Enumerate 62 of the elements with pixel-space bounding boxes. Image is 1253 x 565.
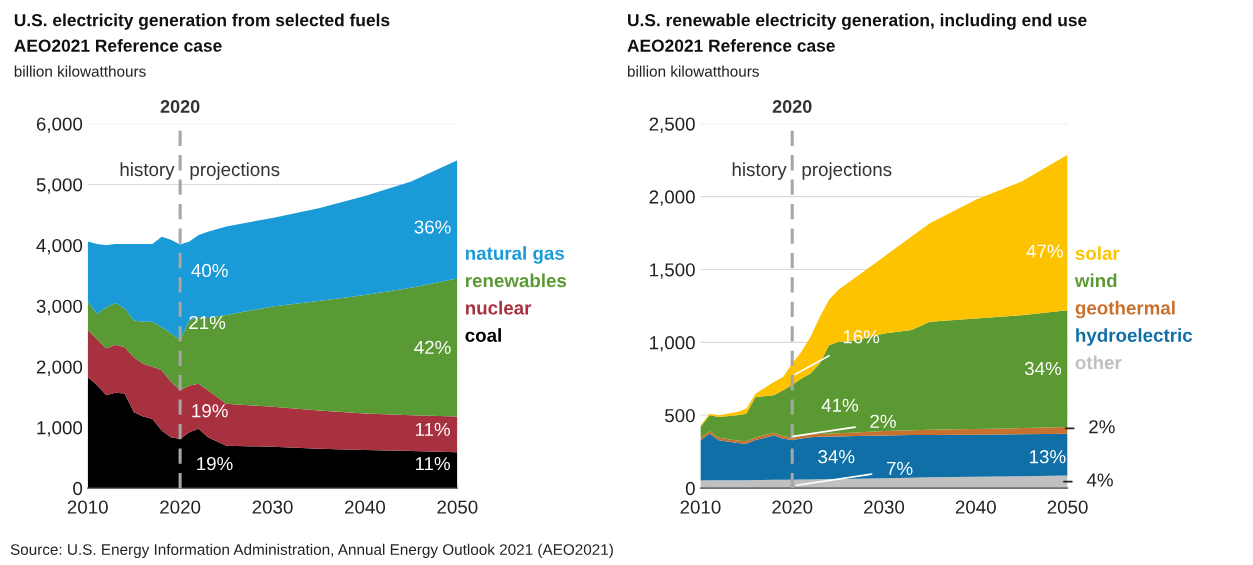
x-tick-label: 2050 — [1047, 500, 1088, 514]
x-tick-label: 2010 — [680, 500, 721, 514]
series-label: wind — [1074, 273, 1117, 288]
y-tick-label: 2,000 — [649, 190, 695, 206]
annotation: 13% — [1030, 450, 1066, 464]
annotation: 41% — [821, 398, 859, 412]
annotation: 34% — [818, 450, 855, 464]
x-tick-label: 2010 — [67, 500, 108, 514]
annotation: 34% — [1024, 361, 1062, 376]
y-tick-label: 2,500 — [649, 117, 695, 133]
text: nuclear — [465, 300, 532, 315]
annotation: 7% — [886, 461, 913, 475]
annotation: projections — [802, 162, 892, 180]
x-tick-label: 2040 — [345, 500, 386, 514]
y-tick-label: 500 — [665, 408, 695, 423]
annotation: 40% — [191, 263, 228, 278]
series-label: solar — [1075, 246, 1120, 260]
annotation: 36% — [414, 220, 451, 234]
annotation: history — [732, 162, 787, 180]
annotation: 42% — [414, 340, 451, 354]
annotation: 21% — [189, 315, 226, 330]
annotation: 19% — [192, 404, 228, 418]
x-tick-label: 2030 — [252, 500, 293, 514]
chart-title: U.S. renewable electricity generation, including end use — [628, 13, 1087, 30]
chart-subtitle: AEO2021 Reference case — [627, 39, 835, 52]
series-label: natural gas — [465, 246, 564, 264]
x-tick-label: 2020 — [772, 500, 813, 514]
x-tick-label: 2050 — [437, 500, 478, 514]
annotation: projections — [190, 162, 280, 180]
annotation: 11% — [415, 422, 450, 436]
annotation: 11% — [415, 457, 450, 471]
annotation: history — [120, 162, 175, 180]
x-tick-label: 2030 — [864, 500, 905, 514]
text: coal — [465, 328, 501, 342]
annotation: 47% — [1026, 244, 1063, 258]
annotation: 2% — [870, 414, 896, 428]
annotation: 4% — [1086, 473, 1113, 487]
y-axis-title: billion kilowatthours — [14, 65, 146, 77]
x-tick-label: 2040 — [955, 500, 996, 514]
ref-line-label: 2020 — [160, 100, 200, 113]
y-tick-label: 1,000 — [650, 336, 695, 352]
ref-line-label: 2020 — [772, 100, 812, 113]
y-tick-label: 6,000 — [36, 117, 83, 133]
annotation: 19% — [197, 456, 233, 471]
y-tick-label: 5,000 — [36, 178, 83, 194]
y-axis-title: billion kilowatthours — [627, 65, 759, 77]
y-tick-label: 0 — [73, 481, 83, 496]
y-tick-label: 2,000 — [36, 360, 83, 376]
chart-title: U.S. electricity generation from selected fuels — [14, 13, 390, 30]
y-tick-label: 0 — [685, 481, 695, 496]
y-tick-label: 3,000 — [36, 299, 83, 316]
y-tick-label: 4,000 — [36, 238, 83, 255]
text: other — [1075, 355, 1122, 370]
y-tick-label: 1,500 — [650, 263, 695, 279]
chart-subtitle: AEO2021 Reference case — [14, 39, 222, 52]
x-tick-label: 2020 — [160, 500, 201, 514]
series-label: renewables — [465, 273, 567, 288]
text: geothermal — [1075, 300, 1175, 319]
text: hydroelectric — [1076, 328, 1193, 346]
y-tick-label: 1,000 — [37, 421, 83, 437]
source-note: Source: U.S. Energy Information Administration, Annual Energy Outlook 2021 (AEO2021) — [10, 543, 613, 558]
annotation: 2% — [1089, 420, 1115, 434]
